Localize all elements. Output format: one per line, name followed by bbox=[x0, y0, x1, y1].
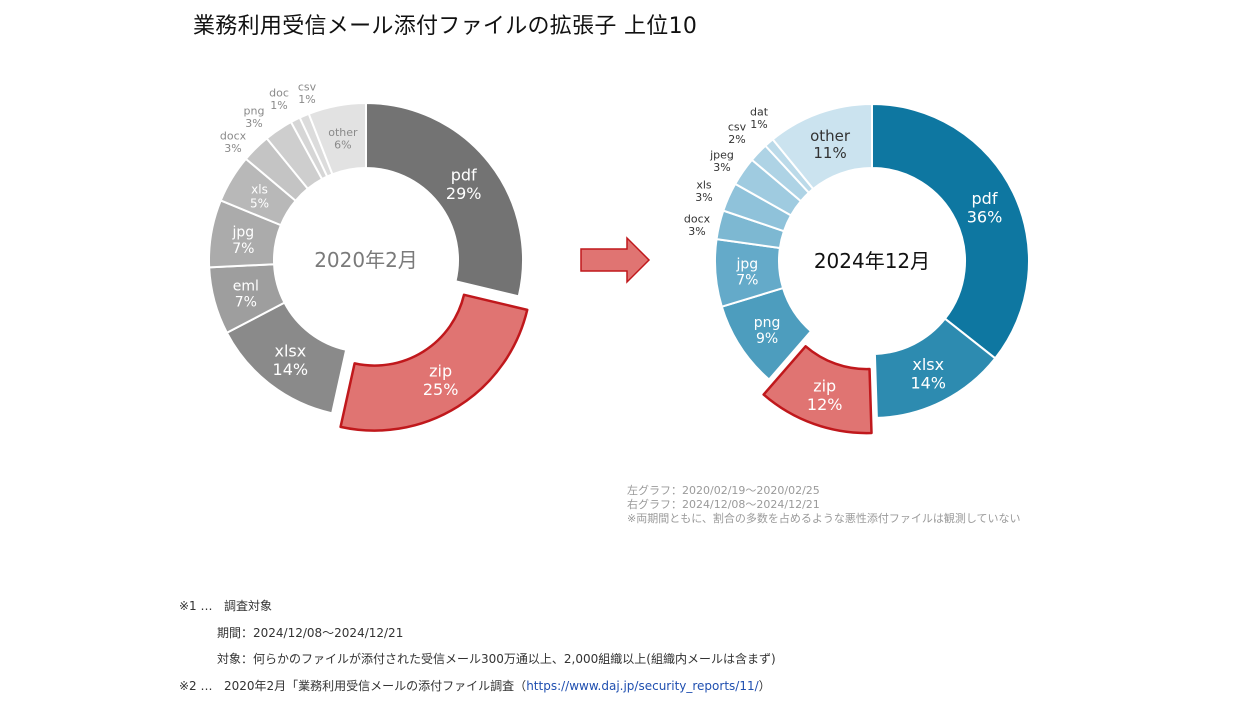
center-label-1: 2020年2月 bbox=[314, 248, 418, 272]
slice-value-other: 11% bbox=[813, 144, 846, 162]
slice-value-jpg: 7% bbox=[736, 273, 758, 289]
slice-label-png: png bbox=[754, 315, 781, 331]
slice-zip bbox=[762, 345, 873, 435]
slice-label-docx: docx bbox=[684, 212, 711, 225]
slice-other bbox=[307, 102, 367, 176]
donut-chart-2: pdf36%xlsx14%zip12%png9%jpg7%docx3%xls3%… bbox=[684, 103, 1030, 435]
slice-value-png: 9% bbox=[756, 331, 778, 347]
slice-label-jpg: jpg bbox=[231, 225, 254, 241]
slice-value-jpg: 7% bbox=[232, 241, 254, 257]
slice-value-png: 3% bbox=[245, 117, 262, 130]
slice-value-docx: 3% bbox=[688, 225, 705, 238]
slice-label-other: other bbox=[328, 126, 358, 139]
footnote-2-link[interactable]: https://www.daj.jp/security_reports/11/ bbox=[526, 678, 759, 693]
slice-label-jpg: jpg bbox=[736, 257, 759, 273]
footnote-2-close: ） bbox=[758, 678, 771, 693]
note-right-graph: 右グラフ：2024/12/08～2024/12/21 bbox=[627, 498, 820, 511]
slice-label-png: png bbox=[244, 104, 265, 117]
slice-label-other: other bbox=[810, 127, 851, 145]
center-label-2: 2024年12月 bbox=[814, 249, 930, 273]
note-left-graph: 左グラフ：2020/02/19～2020/02/25 bbox=[627, 484, 820, 497]
slice-label-csv: csv bbox=[728, 120, 747, 133]
slice-label-xls: xls bbox=[251, 183, 268, 197]
slice-label-docx: docx bbox=[220, 129, 247, 142]
slice-label-pdf: pdf bbox=[972, 189, 998, 208]
slice-value-xls: 5% bbox=[250, 197, 269, 211]
right-arrow-icon bbox=[580, 236, 651, 284]
slice-value-jpeg: 3% bbox=[713, 161, 730, 174]
footnotes: ※1 … 調査対象 期間：2024/12/08～2024/12/21 対象：何らか… bbox=[179, 593, 776, 699]
slice-value-zip: 12% bbox=[807, 395, 843, 414]
chart-title: 業務利用受信メール添付ファイルの拡張子 上位10 bbox=[193, 14, 698, 39]
slice-value-doc: 1% bbox=[270, 99, 287, 112]
slice-value-other: 6% bbox=[334, 139, 351, 152]
footnote-1-text: 調査対象 bbox=[224, 599, 273, 613]
slice-label-xlsx: xlsx bbox=[912, 355, 944, 374]
footnote-period: 期間：2024/12/08～2024/12/21 bbox=[217, 625, 404, 640]
slice-label-csv: csv bbox=[298, 80, 317, 93]
slice-pdf bbox=[365, 102, 524, 298]
slice-value-pdf: 36% bbox=[967, 208, 1003, 227]
slice-value-zip: 25% bbox=[423, 380, 459, 399]
footnote-target: 対象：何らかのファイルが添付された受信メール300万通以上、2,000組織以上(… bbox=[217, 652, 776, 666]
slice-value-dat: 1% bbox=[750, 118, 767, 131]
slice-value-docx: 3% bbox=[224, 142, 241, 155]
slice-label-xlsx: xlsx bbox=[274, 341, 306, 360]
slice-value-csv: 1% bbox=[298, 93, 315, 106]
slice-label-doc: doc bbox=[269, 86, 289, 99]
footnote-2-mark: ※2 … bbox=[179, 678, 213, 693]
footnote-1-mark: ※1 … bbox=[179, 599, 213, 613]
note-remark: ※両期間ともに、割合の多数を占めるような悪性添付ファイルは観測していない bbox=[627, 512, 1021, 525]
footnote-1: ※1 … 調査対象 bbox=[179, 593, 776, 620]
slice-pdf bbox=[871, 103, 1030, 360]
slice-value-xls: 3% bbox=[695, 191, 712, 204]
slice-label-zip: zip bbox=[813, 376, 836, 395]
slice-value-csv: 2% bbox=[728, 133, 745, 146]
slice-label-xls: xls bbox=[696, 178, 712, 191]
slice-value-xlsx: 14% bbox=[910, 374, 946, 393]
slice-value-eml: 7% bbox=[235, 295, 257, 311]
slice-zip bbox=[339, 293, 529, 432]
footnote-2: ※2 … 2020年2月「業務利用受信メールの添付ファイル調査（https://w… bbox=[179, 673, 776, 700]
slice-xlsx bbox=[873, 317, 997, 419]
slice-label-eml: eml bbox=[233, 278, 259, 294]
slice-label-zip: zip bbox=[429, 362, 452, 381]
footnote-2-text: 2020年2月「業務利用受信メールの添付ファイル調査（ bbox=[224, 678, 527, 693]
graph-notes: 左グラフ：2020/02/19～2020/02/25 右グラフ：2024/12/… bbox=[627, 484, 1021, 526]
slice-value-xlsx: 14% bbox=[273, 360, 309, 379]
slice-label-jpeg: jpeg bbox=[709, 148, 734, 161]
slice-value-pdf: 29% bbox=[446, 184, 482, 203]
slice-other bbox=[771, 103, 873, 190]
donut-chart-1: pdf29%zip25%xlsx14%eml7%jpg7%xls5%docx3%… bbox=[208, 80, 529, 432]
slice-label-dat: dat bbox=[750, 105, 769, 118]
slice-label-pdf: pdf bbox=[451, 165, 477, 184]
